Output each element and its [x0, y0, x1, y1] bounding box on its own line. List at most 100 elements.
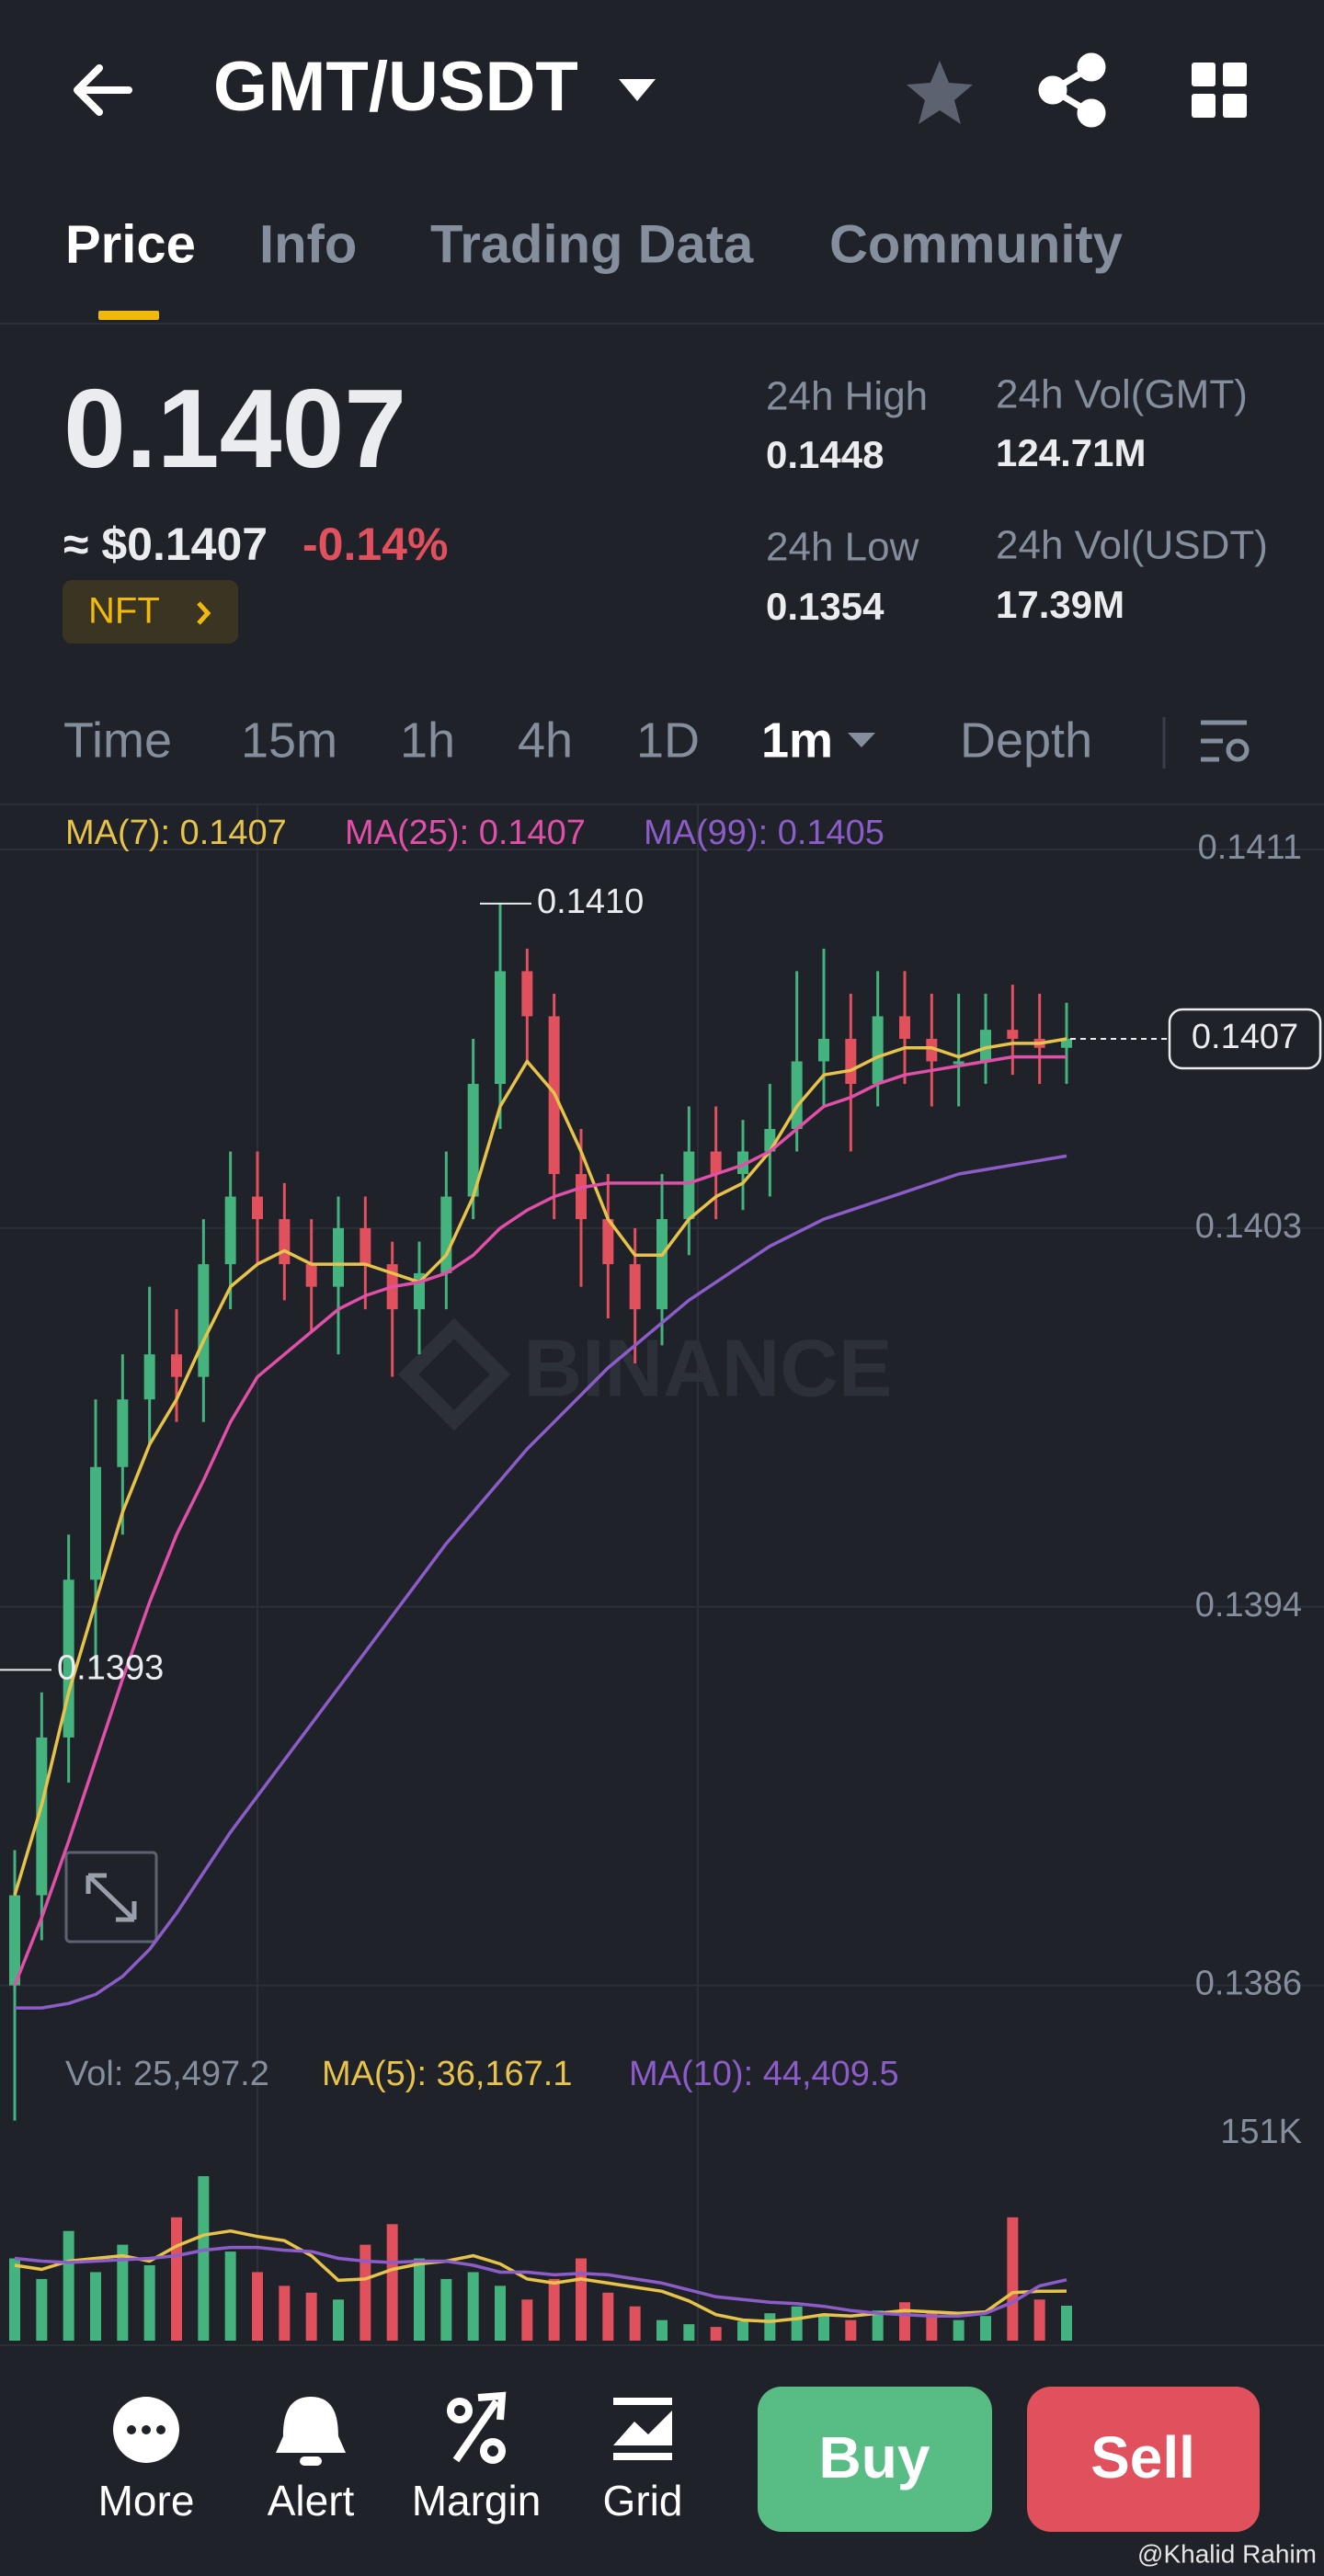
- chart-settings[interactable]: [1201, 720, 1250, 762]
- buy-button[interactable]: [758, 2387, 992, 2532]
- tool-label[interactable]: Grid: [603, 2477, 683, 2525]
- stat-label: 24h Low: [766, 525, 919, 570]
- watermark: BINANCE: [524, 1322, 893, 1413]
- buy-label[interactable]: Buy: [819, 2424, 930, 2491]
- alert-icon[interactable]: [276, 2397, 346, 2466]
- candle-body: [171, 1354, 182, 1377]
- credit: @Khalid Rahim: [1137, 2539, 1317, 2568]
- volume-bar: [198, 2176, 210, 2341]
- volume-bar: [548, 2278, 560, 2341]
- tag-chevron: [197, 601, 211, 625]
- candle-body: [818, 1038, 829, 1062]
- volume-bar: [1033, 2299, 1045, 2341]
- layout-button[interactable]: [1192, 63, 1247, 118]
- candle-body: [683, 1151, 695, 1220]
- candle-body: [845, 1038, 857, 1084]
- candle-body: [143, 1354, 155, 1400]
- tool-label[interactable]: Alert: [268, 2477, 355, 2525]
- interval[interactable]: 1h: [400, 712, 455, 768]
- sell-label[interactable]: Sell: [1090, 2424, 1195, 2491]
- price-change: -0.14%: [302, 519, 448, 570]
- tab[interactable]: Trading Data: [430, 214, 754, 274]
- candle-body: [279, 1219, 291, 1265]
- interval[interactable]: 15m: [241, 712, 337, 768]
- tab[interactable]: Info: [259, 214, 357, 274]
- volume-bar: [953, 2320, 964, 2341]
- interval-dropdown[interactable]: [848, 733, 875, 747]
- volume-legend: MA(10): 44,409.5: [629, 2055, 899, 2093]
- candle-body: [1061, 1038, 1072, 1048]
- volume-ma-line: [14, 2228, 1067, 2323]
- volume-bar: [9, 2258, 20, 2341]
- candle-body: [9, 1895, 20, 1986]
- volume-bar: [386, 2224, 398, 2341]
- candle-body: [305, 1264, 317, 1287]
- candle-body: [576, 1174, 587, 1220]
- candle-body: [36, 1737, 48, 1896]
- tag-label[interactable]: NFT: [88, 591, 160, 632]
- pair-title[interactable]: GMT/USDT: [213, 48, 578, 126]
- sell-button[interactable]: [1027, 2387, 1260, 2532]
- volume-ma-line: [14, 2245, 1067, 2318]
- candle-body: [926, 1038, 938, 1062]
- volume-bar: [737, 2321, 748, 2341]
- volume-bar: [305, 2292, 317, 2341]
- tab[interactable]: Price: [65, 214, 196, 274]
- back-button[interactable]: [74, 64, 132, 116]
- volume-bar: [602, 2292, 614, 2341]
- volume-bar: [279, 2285, 291, 2341]
- volume-bar: [818, 2316, 829, 2341]
- annotation-label: 0.1410: [537, 883, 644, 921]
- favorite-star[interactable]: [907, 61, 973, 124]
- y-tick-label: 0.1394: [1195, 1586, 1302, 1624]
- volume-bar: [764, 2313, 776, 2341]
- candle-body: [899, 1016, 910, 1039]
- volume-bar: [252, 2272, 263, 2341]
- volume-bar: [872, 2310, 884, 2341]
- interval[interactable]: 1D: [636, 712, 700, 768]
- tool-label[interactable]: More: [98, 2477, 195, 2525]
- candle-body: [980, 1030, 991, 1062]
- candle-body: [953, 1061, 964, 1065]
- interval[interactable]: 4h: [518, 712, 573, 768]
- volume-bar: [845, 2320, 857, 2341]
- share-button[interactable]: [1038, 52, 1106, 128]
- volume-bar: [117, 2244, 129, 2341]
- margin-icon[interactable]: [447, 2391, 507, 2464]
- volume-bar: [629, 2306, 641, 2341]
- volume-bar: [926, 2313, 938, 2341]
- stat-value: 0.1354: [766, 585, 885, 628]
- interval[interactable]: Time: [63, 712, 172, 768]
- candle-body: [629, 1264, 641, 1310]
- candle-body: [1007, 1030, 1019, 1039]
- grid-icon[interactable]: [613, 2398, 672, 2460]
- expand-button[interactable]: [64, 1851, 158, 1943]
- tab[interactable]: Community: [829, 214, 1123, 274]
- volume-bar: [440, 2278, 452, 2341]
- volume-bar: [899, 2302, 910, 2341]
- stat-label: 24h High: [766, 374, 928, 419]
- ma-line: [13, 1054, 1067, 1987]
- volume-bar: [171, 2217, 182, 2341]
- candle-body: [198, 1264, 210, 1377]
- tool-label[interactable]: Margin: [412, 2477, 542, 2525]
- candle-body: [440, 1196, 452, 1273]
- interval[interactable]: Depth: [960, 712, 1092, 768]
- pair-dropdown[interactable]: [619, 79, 656, 101]
- candle-body: [252, 1196, 263, 1220]
- volume-bar: [791, 2306, 803, 2341]
- y-tick-label: 0.1386: [1195, 1965, 1302, 2003]
- volume-bar: [521, 2299, 533, 2341]
- more-icon[interactable]: [113, 2397, 179, 2463]
- candle-body: [791, 1061, 803, 1130]
- stat-value: 0.1448: [766, 433, 884, 476]
- volume-bar: [467, 2272, 479, 2341]
- tab-indicator: [98, 311, 159, 320]
- volume-bar: [414, 2258, 425, 2341]
- tag-badge[interactable]: [63, 580, 238, 644]
- y-tick-label: 0.1403: [1195, 1207, 1302, 1246]
- stat-label: 24h Vol(USDT): [996, 523, 1268, 568]
- interval-active[interactable]: 1m: [761, 712, 833, 768]
- volume-bar: [36, 2278, 48, 2341]
- volume-bar: [333, 2299, 344, 2341]
